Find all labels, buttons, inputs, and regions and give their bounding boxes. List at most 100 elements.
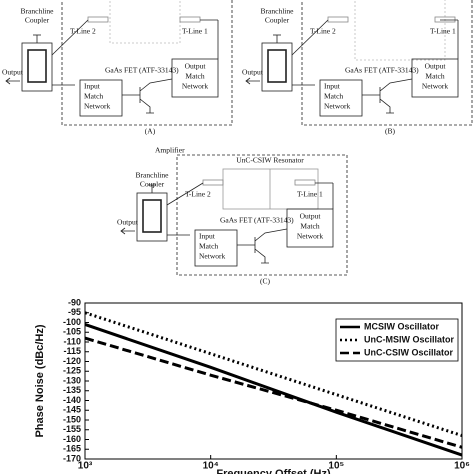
y-tick-label: -130 xyxy=(63,375,81,385)
y-tick-label: -115 xyxy=(63,346,81,356)
resonator xyxy=(109,0,181,44)
y-tick-label: -160 xyxy=(63,434,81,444)
arrow xyxy=(5,77,20,85)
y-tick-label: -145 xyxy=(63,405,81,415)
diagram: Amplifier UnC-CSIW Resonator BranchlineCou… xyxy=(117,146,348,286)
label: Output xyxy=(2,68,24,77)
t-line xyxy=(87,16,109,23)
label: Network xyxy=(199,252,225,261)
amplifier-box xyxy=(301,0,473,126)
label: Branchline xyxy=(136,171,170,180)
resonator xyxy=(354,0,446,61)
label: Output xyxy=(242,68,264,77)
t-line xyxy=(179,16,201,23)
t-line xyxy=(294,179,316,186)
series-line xyxy=(84,336,463,449)
coupler-inner xyxy=(267,49,287,83)
label: Coupler xyxy=(25,16,50,25)
coupler-inner xyxy=(27,49,47,83)
input-match xyxy=(319,79,363,117)
wire xyxy=(51,19,89,56)
arrow xyxy=(120,227,135,235)
label: GaAs FET (ATF-33143) xyxy=(345,66,419,75)
label: Match xyxy=(425,72,444,81)
series-line xyxy=(84,323,463,457)
x-tick-label: 10⁵ xyxy=(328,461,344,472)
label: Network xyxy=(182,82,208,91)
phase-noise-chart: -170-165-160-155-150-145-140-135-130-125… xyxy=(34,297,470,474)
transistor xyxy=(237,228,288,264)
y-tick-label: -140 xyxy=(63,395,81,405)
y-axis-label: Phase Noise (dBc/Hz) xyxy=(34,324,46,437)
t-line xyxy=(327,16,349,23)
label: Network xyxy=(422,82,448,91)
t-line xyxy=(202,179,224,186)
input-match xyxy=(79,79,123,117)
y-tick-label: -95 xyxy=(68,307,81,317)
y-tick-label: -105 xyxy=(63,327,81,337)
label: Network xyxy=(84,102,110,111)
label: Output xyxy=(185,62,207,71)
x-tick-label: 10³ xyxy=(78,461,93,472)
coupler-inner xyxy=(142,199,162,233)
label: Output xyxy=(300,212,322,221)
label: Branchline xyxy=(21,7,55,16)
label: Coupler xyxy=(140,180,165,189)
wire xyxy=(291,19,329,56)
label: T-Line 1 xyxy=(182,27,208,36)
x-axis-label: Frequency Offset (Hz) xyxy=(216,468,331,474)
input-match xyxy=(194,229,238,267)
label: T-Line 2 xyxy=(310,27,336,36)
y-tick-label: -100 xyxy=(63,317,81,327)
label: Match xyxy=(84,92,103,101)
resonator xyxy=(222,168,319,210)
label: Input xyxy=(324,82,341,91)
output-match xyxy=(411,58,459,98)
x-tick-label: 10⁴ xyxy=(203,461,219,472)
series-line xyxy=(84,311,463,438)
legend-label: UnC-CSIW Oscillator xyxy=(364,347,454,357)
label: Match xyxy=(324,92,343,101)
label: Coupler xyxy=(265,16,290,25)
label: T-Line 1 xyxy=(430,27,456,36)
transistor xyxy=(122,78,173,114)
caption: (B) xyxy=(385,127,396,136)
label: UnC-CSIW Resonator xyxy=(236,156,304,165)
arrow xyxy=(245,77,260,85)
wire xyxy=(166,182,204,206)
caption: (A) xyxy=(145,127,156,136)
y-tick-label: -155 xyxy=(63,424,81,434)
label: GaAs FET (ATF-33143) xyxy=(105,66,179,75)
legend-label: UnC-MSIW Oscillator xyxy=(364,334,455,344)
label: Match xyxy=(300,222,319,231)
y-tick-label: -170 xyxy=(63,453,81,463)
label: Input xyxy=(199,232,216,241)
label: Match xyxy=(199,242,218,251)
label: Branchline xyxy=(261,7,295,16)
transistor xyxy=(362,78,413,114)
y-tick-label: -165 xyxy=(63,444,81,454)
label: Match xyxy=(185,72,204,81)
output-match xyxy=(286,208,334,248)
x-tick-label: 10⁶ xyxy=(454,461,470,472)
label: Network xyxy=(297,232,323,241)
y-tick-label: -150 xyxy=(63,414,81,424)
y-tick-label: -125 xyxy=(63,366,81,376)
y-tick-label: -110 xyxy=(63,336,81,346)
y-tick-label: -120 xyxy=(63,356,81,366)
label: Output xyxy=(117,218,139,227)
amplifier-box xyxy=(176,154,348,276)
label: T-Line 2 xyxy=(70,27,96,36)
y-tick-label: -90 xyxy=(68,297,81,307)
label: Output xyxy=(425,62,447,71)
label: Amplifier xyxy=(155,146,185,155)
caption: (C) xyxy=(260,277,271,286)
legend-label: MCSIW Oscillator xyxy=(364,321,440,331)
label: GaAs FET (ATF-33143) xyxy=(220,216,294,225)
amplifier-box xyxy=(61,0,233,126)
label: Network xyxy=(324,102,350,111)
